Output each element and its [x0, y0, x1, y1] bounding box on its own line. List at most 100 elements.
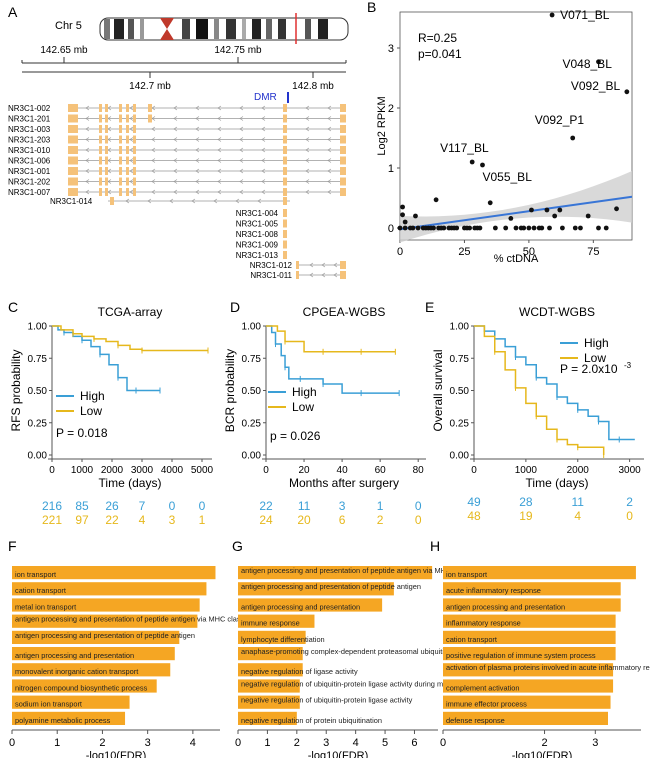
- strand-arrow: [239, 147, 244, 153]
- exon: [68, 177, 78, 186]
- strand-arrow: [217, 179, 222, 184]
- chromosome-label: Chr 5: [55, 20, 82, 32]
- data-point: [508, 216, 514, 221]
- strand-arrow: [129, 105, 134, 111]
- strand-arrow: [327, 105, 332, 111]
- risk-count-low: 4: [139, 513, 146, 527]
- data-point: [402, 219, 408, 225]
- x-axis-label: -log10(FDR): [86, 750, 147, 758]
- strand-arrow: [261, 105, 266, 111]
- exon: [68, 114, 78, 123]
- risk-count-high: 0: [199, 499, 206, 513]
- strand-arrow: [333, 262, 338, 268]
- strand-arrow: [327, 189, 332, 195]
- strand-arrow: [261, 158, 266, 163]
- panel-letter-h: H: [430, 538, 440, 554]
- bar-label: acute inflammatory response: [446, 586, 541, 595]
- bar: [12, 630, 180, 644]
- strand-arrow: [239, 189, 244, 195]
- data-point: [410, 225, 416, 231]
- bar: [12, 695, 130, 709]
- exon: [133, 114, 136, 123]
- x-tick-label: 4: [353, 737, 359, 749]
- exon: [133, 104, 136, 112]
- strand-arrow: [305, 168, 310, 174]
- exon: [283, 230, 287, 238]
- y-tick-label: 0.00: [242, 451, 262, 462]
- strand-arrow: [147, 198, 152, 204]
- bar: [12, 679, 157, 693]
- exon: [283, 251, 287, 259]
- x-axis-label: Time (days): [99, 476, 162, 490]
- exon: [283, 156, 287, 165]
- y-tick-label: 2: [388, 103, 394, 115]
- risk-count-high: 1: [377, 499, 384, 513]
- strand-arrow: [261, 189, 266, 195]
- bar: [443, 598, 621, 612]
- bar: [12, 566, 216, 580]
- exon: [340, 167, 346, 175]
- strand-arrow: [321, 262, 326, 268]
- point-label: V055_BL: [482, 170, 532, 184]
- panel-f: ion transport cation transport metal ion t…: [9, 566, 248, 762]
- exon: [105, 188, 108, 196]
- x-tick-label: 2000: [101, 465, 124, 476]
- panel-letter-f: F: [8, 538, 17, 554]
- strand-arrow: [305, 126, 310, 132]
- strand-arrow: [327, 168, 332, 174]
- exon: [283, 114, 287, 123]
- bar-label: inflammatory response: [446, 619, 521, 628]
- exon: [105, 146, 108, 154]
- legend-label: High: [80, 389, 105, 403]
- exon: [105, 177, 108, 186]
- point-label: V071_BL: [560, 8, 610, 22]
- strand-arrow: [129, 137, 134, 142]
- data-point: [415, 225, 421, 231]
- p-value: P = 2.0x10: [560, 362, 618, 376]
- strand-arrow: [85, 179, 90, 184]
- scale-tick-label: 142.65 mb: [40, 45, 88, 56]
- exon: [68, 135, 78, 144]
- exon: [283, 188, 287, 196]
- strand-arrow: [129, 116, 134, 121]
- data-point: [539, 225, 545, 231]
- x-tick-label: 25: [458, 246, 470, 258]
- x-tick-label: 20: [298, 465, 310, 476]
- exon: [133, 146, 136, 154]
- strand-arrow: [327, 116, 332, 121]
- scale-tick-label: 142.8 mb: [292, 81, 334, 92]
- x-tick-label: 4000: [161, 465, 184, 476]
- strand-arrow: [129, 168, 134, 174]
- exon: [105, 167, 108, 175]
- panel-letter-e: E: [425, 299, 434, 315]
- bar-label: negative regulation of ligase activity: [241, 667, 358, 676]
- data-point: [531, 225, 537, 231]
- x-tick-label: 6: [411, 737, 417, 749]
- data-point: [400, 212, 405, 218]
- point-label: V092_P1: [535, 113, 585, 127]
- x-tick-label: 1000: [71, 465, 94, 476]
- bar: [443, 614, 616, 628]
- risk-count-low: 48: [467, 509, 481, 523]
- risk-count-low: 2: [377, 513, 384, 527]
- risk-count-low: 22: [105, 513, 119, 527]
- gene-model: NR3C1-002NR3C1-201NR3C1-003NR3C1-203NR3C…: [8, 104, 346, 280]
- bar: [238, 598, 383, 612]
- exon: [99, 125, 102, 133]
- y-tick-label: 1.00: [450, 322, 470, 333]
- bar-label: antigen processing and presentation: [15, 651, 134, 660]
- strand-arrow: [129, 179, 134, 184]
- exon: [148, 104, 152, 112]
- x-tick-label: 3000: [131, 465, 154, 476]
- strand-arrow: [239, 105, 244, 111]
- strand-arrow: [261, 116, 266, 121]
- data-point: [400, 204, 405, 210]
- confidence-band: [400, 171, 632, 243]
- data-point: [492, 225, 498, 231]
- bar: [443, 679, 614, 693]
- strand-arrow: [327, 126, 332, 132]
- data-point: [477, 225, 483, 231]
- bar-label: antigen processing and presentation of p…: [241, 566, 474, 575]
- legend-label: High: [292, 385, 317, 399]
- exon: [283, 177, 287, 186]
